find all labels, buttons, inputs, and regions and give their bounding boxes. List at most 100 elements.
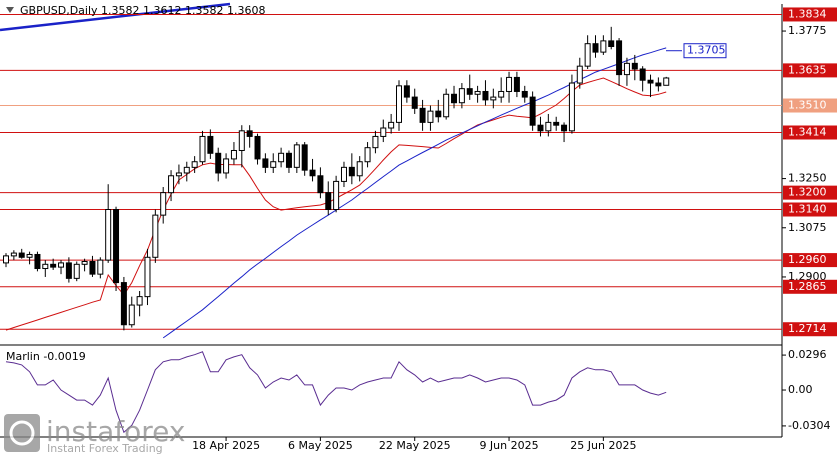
candle-body: [403, 85, 410, 98]
y-tick-label: 0.0296: [788, 348, 827, 361]
logo-mark: [9, 420, 35, 446]
candle-body: [663, 77, 670, 86]
candle-body: [348, 166, 355, 177]
candle-body: [498, 90, 505, 98]
candle-body: [545, 121, 552, 132]
x-tick-label: 25 Jun 2025: [570, 439, 636, 452]
symbol-icon: [6, 7, 14, 13]
level-label-box: [783, 63, 837, 78]
candle-body: [372, 135, 379, 149]
level-label: 1.3414: [788, 126, 827, 139]
candle-body: [223, 158, 230, 174]
candle-body: [490, 96, 497, 101]
candle-body: [631, 62, 638, 70]
candle-body: [458, 88, 465, 104]
y-tick-label: 1.3075: [788, 221, 827, 234]
candle-body: [238, 130, 245, 151]
level-label-box: [783, 185, 837, 200]
candle-body: [451, 93, 458, 104]
level-label-box: [783, 7, 837, 22]
candle-body: [3, 255, 9, 264]
candle-body: [411, 96, 418, 109]
candle-body: [584, 43, 591, 67]
level-label-box: [783, 125, 837, 140]
candle-body: [50, 263, 57, 268]
candle-body: [608, 40, 615, 48]
candle-body: [10, 252, 17, 257]
candle-body: [246, 130, 253, 137]
watermark-brand: instaforex: [46, 415, 185, 448]
watermark: instaforex Instant Forex Trading: [4, 414, 185, 455]
level-label: 1.3510: [788, 99, 827, 112]
candle-body: [262, 158, 269, 168]
candle-body: [553, 121, 560, 126]
candle-body: [18, 252, 25, 258]
candle-body: [568, 82, 575, 132]
candle-body: [506, 76, 513, 92]
candle-body: [529, 96, 536, 126]
level-label: 1.2960: [788, 253, 827, 266]
candle-body: [293, 144, 300, 168]
candle-body: [537, 124, 544, 132]
candle-body: [616, 40, 623, 76]
candle-body: [466, 88, 473, 95]
level-label: 1.3635: [788, 63, 827, 76]
candle-body: [136, 296, 143, 306]
candle-body: [655, 82, 662, 87]
level-label-box: [783, 98, 837, 113]
candle-body: [105, 209, 112, 261]
candle-body: [97, 259, 104, 275]
candle-body: [340, 166, 347, 182]
candle-body: [254, 135, 261, 160]
candle-body: [482, 90, 489, 101]
candle-body: [396, 85, 402, 123]
candle-body: [325, 192, 332, 211]
level-label-box: [783, 279, 837, 294]
candle-body: [443, 93, 450, 118]
level-label: 1.3200: [788, 186, 827, 199]
candle-body: [419, 107, 426, 123]
candle-body: [42, 263, 49, 270]
candle-body: [191, 161, 198, 168]
level-label: 1.2714: [788, 322, 827, 335]
indicator-line: [5, 351, 667, 434]
candle-body: [285, 152, 292, 168]
candle-body: [160, 192, 167, 216]
candle-body: [309, 169, 316, 177]
plot: 1.3775 1.3250 1.3075 1.2900 0.0296 0.00 -0.030…: [0, 7, 837, 452]
y-tick-label: 0.00: [788, 383, 813, 396]
candle-body: [207, 135, 214, 154]
y-tick-label: 1.3250: [788, 172, 827, 185]
candle-body: [639, 68, 646, 81]
logo: [4, 414, 40, 452]
candle-body: [301, 144, 308, 171]
annotation-label: 1.3705: [687, 44, 726, 57]
candle-body: [144, 256, 151, 298]
level-label-box: [783, 202, 837, 217]
candle-body: [58, 262, 65, 268]
candle-body: [230, 149, 237, 160]
candle-body: [388, 121, 395, 129]
watermark-tagline: Instant Forex Trading: [47, 442, 163, 455]
candle-body: [65, 262, 72, 279]
candle-body: [270, 161, 277, 168]
x-tick-label: 6 May 2025: [288, 439, 353, 452]
candle-body: [427, 110, 434, 123]
candle-body: [113, 209, 120, 284]
candle-body: [474, 90, 481, 95]
indicator-label: Marlin -0.0019: [6, 350, 86, 363]
candle-body: [333, 180, 340, 211]
candle-body: [73, 263, 80, 279]
candle-body: [513, 76, 520, 92]
candle-body: [317, 175, 324, 194]
candle-body: [199, 135, 206, 163]
candle-body: [128, 304, 135, 326]
candle-body: [576, 65, 583, 84]
candle-body: [561, 124, 568, 132]
y-tick-label: -0.0304: [788, 419, 830, 432]
candle-body: [183, 166, 190, 174]
level-label: 1.3140: [788, 203, 827, 216]
candle-body: [168, 175, 175, 194]
